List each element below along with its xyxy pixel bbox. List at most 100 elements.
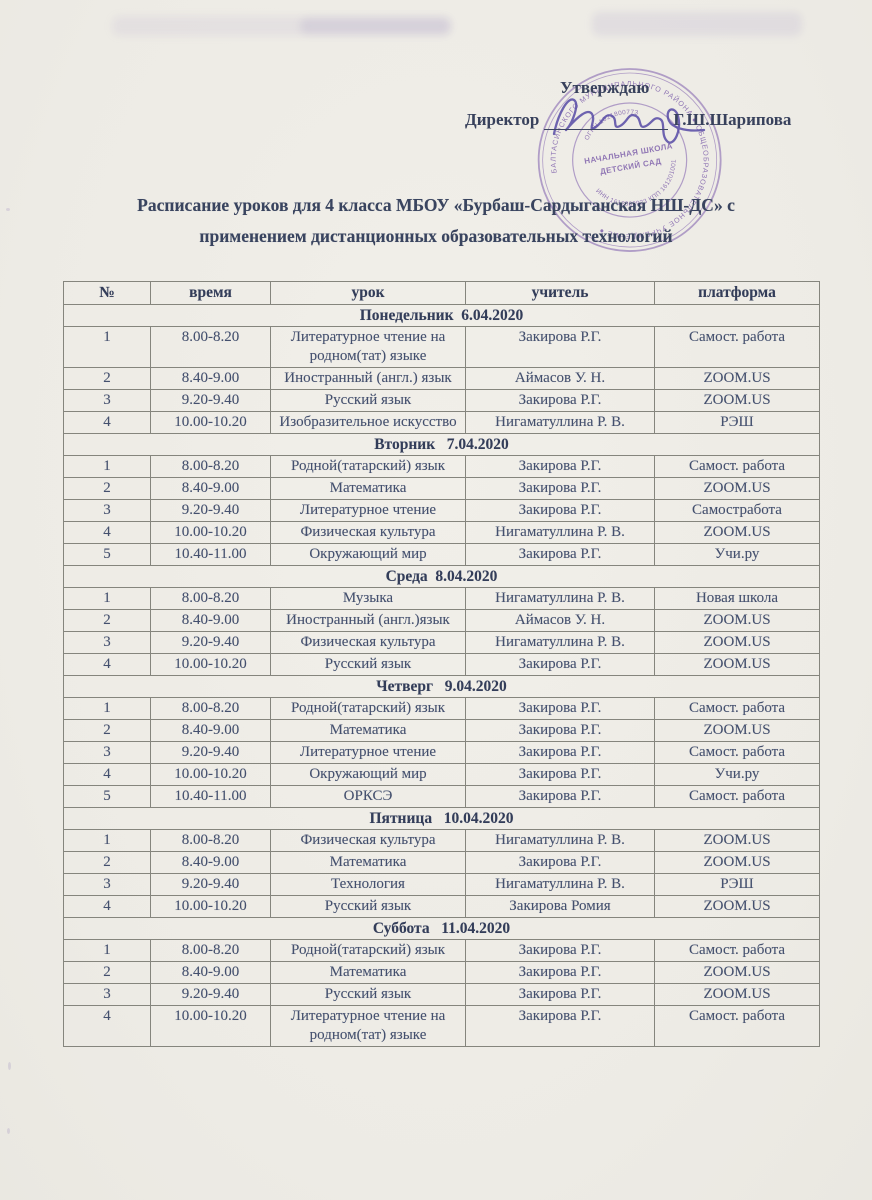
lesson-row: 1 8.00-8.20 Родной(татарский) язык Закирова… <box>63 697 820 720</box>
cell-teacher: Аймасов У. Н. <box>465 367 655 390</box>
cell-teacher: Закирова Р.Г. <box>465 455 655 478</box>
cell-platform: ZOOM.US <box>654 521 820 544</box>
col-header-1: время <box>150 281 271 305</box>
cell-time: 10.00-10.20 <box>150 763 271 786</box>
lesson-row: 1 8.00-8.20 Родной(татарский) язык Закирова… <box>63 939 820 962</box>
cell-platform: Самост. работа <box>654 741 820 764</box>
cell-platform: Самост. работа <box>654 939 820 962</box>
cell-time: 8.00-8.20 <box>150 697 271 720</box>
cell-lesson: Физическая культура <box>270 521 466 544</box>
lesson-row: 3 9.20-9.40 Технология Нигаматуллина Р. В. Р… <box>63 873 820 896</box>
cell-teacher: Нигаматуллина Р. В. <box>465 521 655 544</box>
cell-teacher: Закирова Р.Г. <box>465 741 655 764</box>
cell-num: 4 <box>63 411 151 434</box>
cell-lesson: Иностранный (англ.)язык <box>270 609 466 632</box>
cell-time: 8.40-9.00 <box>150 367 271 390</box>
school-stamp: БАЛТАСИНСКОГО МУНИЦИПАЛЬНОГО РАЙОНА ● ОБ… <box>536 66 724 254</box>
lesson-row: 5 10.40-11.00 ОРКСЭ Закирова Р.Г. Самост. ра… <box>63 785 820 808</box>
cell-platform: Самостработа <box>654 499 820 522</box>
director-signature <box>552 98 706 144</box>
cell-num: 3 <box>63 389 151 412</box>
scan-speck <box>8 1062 11 1070</box>
cell-platform: ZOOM.US <box>654 367 820 390</box>
cell-lesson: Физическая культура <box>270 829 466 852</box>
lesson-row: 2 8.40-9.00 Математика Закирова Р.Г. ZOOM.US <box>63 719 820 742</box>
schedule-head: № время урок учитель платформа <box>63 281 820 305</box>
scan-speck <box>7 1128 10 1134</box>
cell-lesson: ОРКСЭ <box>270 785 466 808</box>
cell-num: 3 <box>63 873 151 896</box>
lesson-row: 4 10.00-10.20 Окружающий мир Закирова Р.Г. У… <box>63 763 820 786</box>
cell-time: 10.00-10.20 <box>150 895 271 918</box>
cell-teacher: Закирова Р.Г. <box>465 763 655 786</box>
approve-label: Утверждаю <box>560 78 650 97</box>
document-title: Расписание уроков для 4 класса МБОУ «Бур… <box>0 190 872 252</box>
lesson-row: 1 8.00-8.20 Музыка Нигаматуллина Р. В. Новая… <box>63 587 820 610</box>
signature-line <box>544 113 669 130</box>
cell-teacher: Нигаматуллина Р. В. <box>465 829 655 852</box>
cell-time: 9.20-9.40 <box>150 389 271 412</box>
cell-lesson: Литературное чтение <box>270 499 466 522</box>
cell-lesson: Математика <box>270 851 466 874</box>
cell-lesson: Изобразительное искусство <box>270 411 466 434</box>
day-row: Пятница 10.04.2020 <box>63 807 820 830</box>
cell-lesson: Литературное чтение <box>270 741 466 764</box>
lesson-row: 2 8.40-9.00 Математика Закирова Р.Г. ZOOM.US <box>63 961 820 984</box>
cell-lesson: Иностранный (англ.) язык <box>270 367 466 390</box>
cell-platform: ZOOM.US <box>654 631 820 654</box>
day-title: Вторник 7.04.2020 <box>63 433 820 456</box>
cell-teacher: Нигаматуллина Р. В. <box>465 873 655 896</box>
cell-teacher: Закирова Р.Г. <box>465 939 655 962</box>
day-title: Суббота 11.04.2020 <box>63 917 820 940</box>
header-row: № время урок учитель платформа <box>63 281 820 305</box>
cell-teacher: Закирова Р.Г. <box>465 851 655 874</box>
director-label: Директор <box>465 110 540 129</box>
cell-platform: ZOOM.US <box>654 653 820 676</box>
lesson-row: 4 10.00-10.20 Литературное чтение на родно… <box>63 1005 820 1047</box>
cell-lesson: Родной(татарский) язык <box>270 697 466 720</box>
day-title: Понедельник 6.04.2020 <box>63 304 820 327</box>
cell-num: 2 <box>63 477 151 500</box>
lesson-row: 4 10.00-10.20 Изобразительное искусство Ниг… <box>63 411 820 434</box>
lesson-row: 2 8.40-9.00 Иностранный (англ.) язык Аймасо… <box>63 367 820 390</box>
cell-teacher: Нигаматуллина Р. В. <box>465 631 655 654</box>
cell-time: 8.40-9.00 <box>150 477 271 500</box>
cell-teacher: Закирова Р.Г. <box>465 477 655 500</box>
cell-lesson: Родной(татарский) язык <box>270 455 466 478</box>
col-header-3: учитель <box>465 281 655 305</box>
cell-teacher: Нигаматуллина Р. В. <box>465 411 655 434</box>
cell-platform: ZOOM.US <box>654 983 820 1006</box>
schedule-table: № время урок учитель платформа Понедельник 6… <box>63 281 820 1047</box>
lesson-row: 3 9.20-9.40 Русский язык Закирова Р.Г. ZOOM.… <box>63 983 820 1006</box>
scan-speck <box>6 208 10 211</box>
cell-teacher: Закирова Р.Г. <box>465 1005 655 1047</box>
cell-num: 3 <box>63 631 151 654</box>
cell-time: 9.20-9.40 <box>150 631 271 654</box>
cell-platform: Самост. работа <box>654 326 820 368</box>
cell-lesson: Музыка <box>270 587 466 610</box>
cell-num: 4 <box>63 521 151 544</box>
day-row: Понедельник 6.04.2020 <box>63 304 820 327</box>
cell-platform: Самост. работа <box>654 785 820 808</box>
cell-lesson: Физическая культура <box>270 631 466 654</box>
cell-num: 1 <box>63 326 151 368</box>
cell-lesson: Технология <box>270 873 466 896</box>
day-title: Среда 8.04.2020 <box>63 565 820 588</box>
director-line: Директор Г.Ш.Шарипова <box>465 110 791 130</box>
cell-platform: ZOOM.US <box>654 895 820 918</box>
col-header-0: № <box>63 281 151 305</box>
cell-time: 9.20-9.40 <box>150 873 271 896</box>
cell-num: 2 <box>63 851 151 874</box>
stamp-outer-ring-2 <box>542 72 718 248</box>
director-name: Г.Ш.Шарипова <box>673 110 792 129</box>
cell-lesson: Математика <box>270 719 466 742</box>
cell-teacher: Аймасов У. Н. <box>465 609 655 632</box>
cell-time: 10.00-10.20 <box>150 653 271 676</box>
cell-lesson: Математика <box>270 961 466 984</box>
cell-teacher: Закирова Р.Г. <box>465 719 655 742</box>
day-title: Четверг 9.04.2020 <box>63 675 820 698</box>
stamp-outer-ring <box>537 68 722 252</box>
cell-num: 3 <box>63 983 151 1006</box>
cell-teacher: Закирова Ромия <box>465 895 655 918</box>
lesson-row: 3 9.20-9.40 Литературное чтение Закирова Р.… <box>63 741 820 764</box>
